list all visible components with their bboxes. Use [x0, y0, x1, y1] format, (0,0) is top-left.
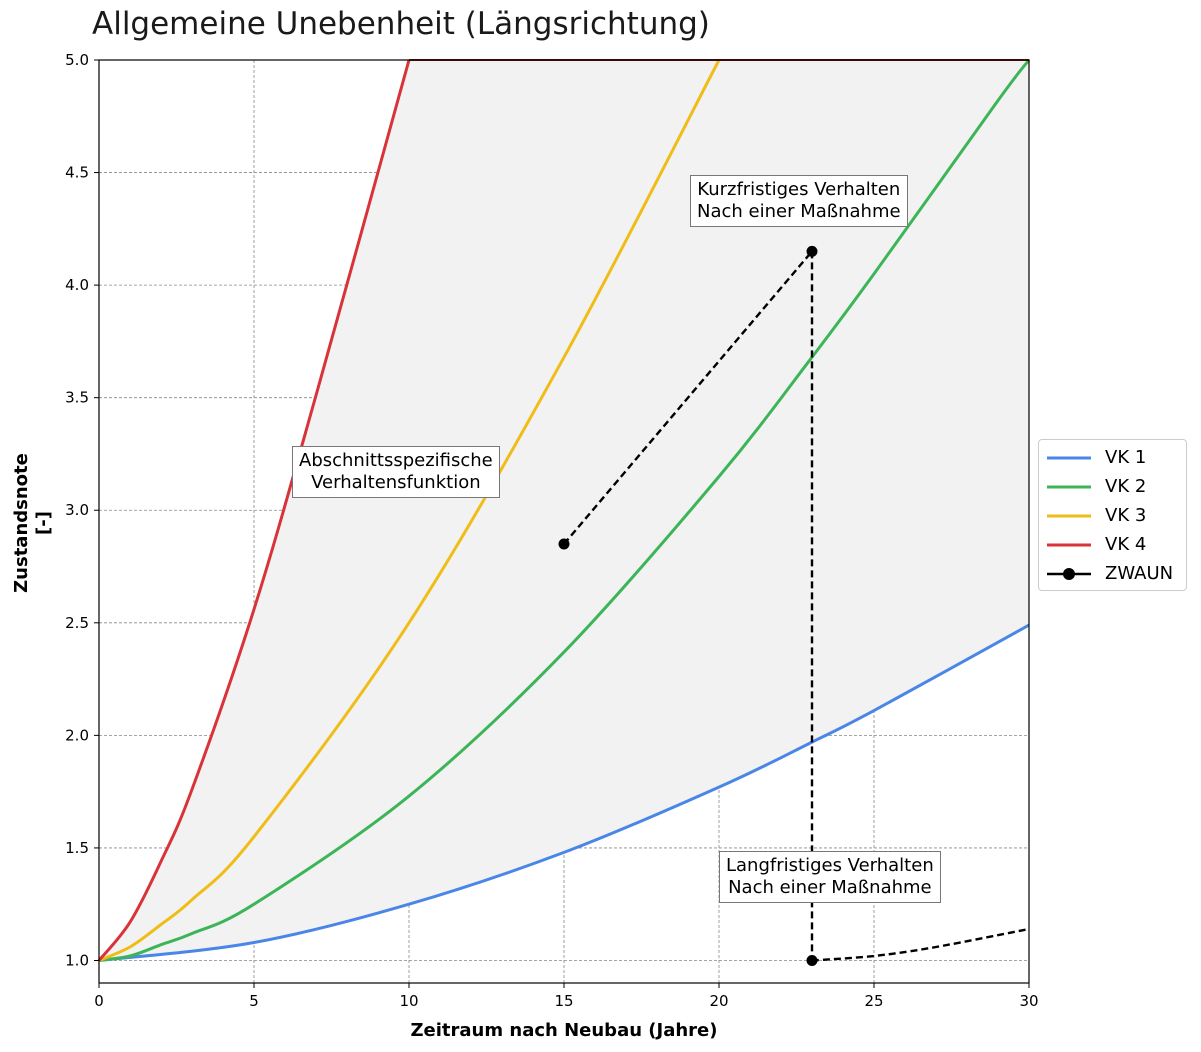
legend-swatch-vk1 — [1047, 456, 1091, 460]
annotation-section-line2: Verhaltensfunktion — [311, 472, 481, 493]
zwaun-point — [558, 538, 570, 550]
x-tick-label: 20 — [709, 992, 728, 1010]
legend-item-vk1: VK 1 — [1039, 446, 1188, 470]
x-tick-label: 30 — [1019, 992, 1038, 1010]
annotation-long-term-line1: Langfristiges Verhalten — [726, 855, 934, 876]
y-tick-label: 1.0 — [65, 951, 89, 969]
series-zwaun-segment — [563, 250, 813, 545]
legend-label-zwaun: ZWAUN — [1105, 563, 1174, 584]
legend-swatch-vk3 — [1047, 514, 1091, 518]
x-tick-label: 5 — [249, 992, 259, 1010]
legend-swatch-zwaun — [1047, 568, 1091, 580]
y-tick-label: 2.0 — [65, 726, 89, 744]
annotation-section-line1: Abschnittsspezifische — [299, 450, 493, 471]
x-tick-label: 10 — [399, 992, 418, 1010]
legend-label-vk3: VK 3 — [1105, 505, 1147, 526]
y-tick-label: 2.5 — [65, 614, 89, 632]
y-tick-label: 4.0 — [65, 276, 89, 294]
legend-item-zwaun: ZWAUN — [1039, 562, 1188, 586]
legend-label-vk2: VK 2 — [1105, 476, 1147, 497]
x-tick-label: 25 — [864, 992, 883, 1010]
annotation-section-function: Abschnittsspezifische Verhaltensfunktion — [292, 446, 500, 498]
legend-item-vk2: VK 2 — [1039, 475, 1188, 499]
y-axis-label-line1: Zustandsnote — [11, 453, 32, 593]
legend-label-vk4: VK 4 — [1105, 534, 1147, 555]
legend-swatch-vk4 — [1047, 543, 1091, 547]
annotation-short-term: Kurzfristiges Verhalten Nach einer Maßna… — [690, 175, 908, 227]
legend-item-vk4: VK 4 — [1039, 533, 1188, 557]
y-tick-label: 3.5 — [65, 389, 89, 407]
legend: VK 1 VK 2 VK 3 VK 4 ZWAUN — [1038, 439, 1187, 591]
y-tick-label: 1.5 — [65, 839, 89, 857]
zwaun-point — [806, 954, 818, 966]
legend-label-vk1: VK 1 — [1105, 447, 1147, 468]
series-vk2 — [98, 59, 1031, 962]
series-vk4 — [97, 59, 411, 962]
chart-title: Allgemeine Unebenheit (Längsrichtung) — [92, 6, 710, 42]
series-zwaun-segment — [811, 927, 1030, 962]
y-tick-label: 3.0 — [65, 501, 89, 519]
annotation-long-term-line2: Nach einer Maßnahme — [728, 877, 932, 898]
x-axis-label: Zeitraum nach Neubau (Jahre) — [410, 1020, 717, 1041]
x-tick-label: 0 — [94, 992, 104, 1010]
annotation-short-term-line1: Kurzfristiges Verhalten — [697, 179, 901, 200]
series-vk1 — [98, 623, 1030, 962]
y-axis-label-line2: [-] — [33, 511, 54, 535]
x-tick-label: 15 — [554, 992, 573, 1010]
y-tick-label: 5.0 — [65, 51, 89, 69]
axis-ticks: 0 5 10 15 20 25 30 1.0 1.5 2.0 2.5 3.0 3.5 4.0 4.5 5.0 — [65, 51, 1038, 1010]
legend-swatch-vk2 — [1047, 485, 1091, 489]
annotation-long-term: Langfristiges Verhalten Nach einer Maßna… — [719, 851, 941, 903]
y-tick-label: 4.5 — [65, 164, 89, 182]
series-vk3 — [98, 59, 721, 962]
annotation-short-term-line2: Nach einer Maßnahme — [697, 201, 901, 222]
legend-item-vk3: VK 3 — [1039, 504, 1188, 528]
zwaun-point — [806, 245, 818, 257]
